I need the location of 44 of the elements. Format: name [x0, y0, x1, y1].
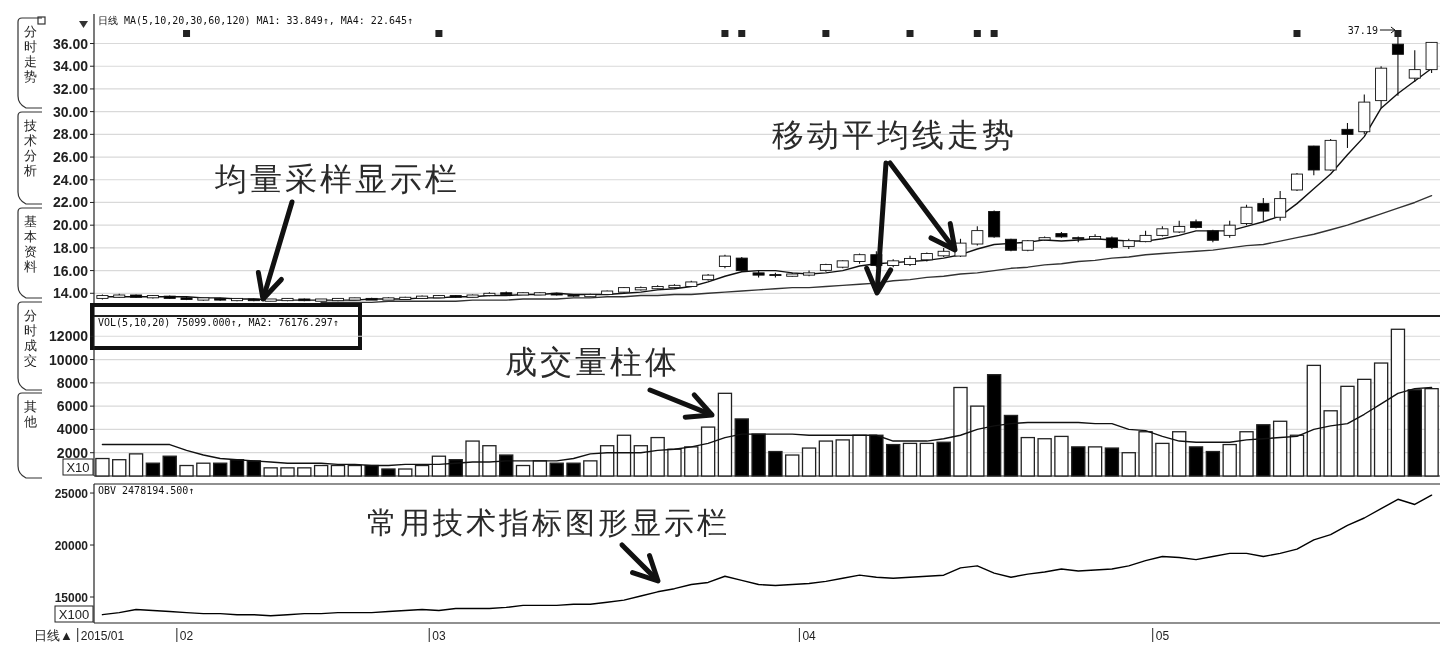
- y-tick-label: 36.00: [52, 35, 89, 52]
- y-tick-label: 20000: [54, 539, 89, 554]
- y-tick-label: 24.00: [52, 171, 89, 188]
- y-tick-label: 14.00: [52, 285, 89, 302]
- x-tick-label: 03: [432, 629, 446, 643]
- y-tick-label: 30.00: [52, 103, 89, 120]
- y-tick-label: 10000: [49, 351, 89, 368]
- annotation: 移动平均线走势: [772, 116, 1017, 154]
- y-tick-label: 18.00: [52, 239, 89, 256]
- y-tick-label: 4000: [56, 421, 89, 438]
- y-axis-title: X10: [66, 460, 90, 475]
- chart-title: 日线 MA(5,10,20,30,60,120) MA1: 33.849↑, MA4: 22.645↑: [98, 15, 414, 26]
- annotation: 分时走势: [23, 24, 37, 84]
- y-tick-label: 34.00: [52, 58, 89, 75]
- y-axis-title: X100: [58, 607, 90, 622]
- y-tick-label: 8000: [56, 374, 89, 391]
- y-tick-label: 25000: [54, 487, 89, 502]
- annotation: 日线▲: [34, 628, 73, 643]
- y-tick-label: 22.00: [52, 194, 89, 211]
- chart-title: VOL(5,10,20) 75099.000↑, MA2: 76176.297↑: [98, 317, 339, 328]
- annotation: 37.19: [1347, 25, 1378, 36]
- x-tick-label: 2015/01: [80, 629, 125, 643]
- annotation: 分时成交: [23, 308, 37, 368]
- x-tick-label: 05: [1155, 629, 1170, 643]
- chart-title: OBV 2478194.500↑: [98, 485, 195, 496]
- annotation: 成交量柱体: [505, 343, 680, 381]
- annotation: 基本资料: [23, 214, 37, 274]
- y-tick-label: 15000: [54, 591, 89, 606]
- y-tick-label: 12000: [49, 328, 89, 345]
- ylabel: X100: [54, 605, 94, 623]
- annotation: 均量采样显示栏: [215, 160, 460, 198]
- y-tick-label: 2000: [56, 444, 89, 461]
- annotation: 其他: [23, 399, 37, 429]
- annotation: 技术分析: [23, 118, 37, 178]
- y-tick-label: 28.00: [52, 126, 89, 143]
- x-tick-label: 02: [179, 629, 194, 643]
- y-tick-label: 16.00: [52, 262, 89, 279]
- x-tick-label: 04: [802, 629, 817, 643]
- annotation: 常用技术指标图形显示栏: [367, 505, 730, 540]
- y-tick-label: 6000: [56, 398, 89, 415]
- y-tick-label: 20.00: [52, 217, 89, 234]
- y-tick-label: 26.00: [52, 149, 89, 166]
- y-tick-label: 32.00: [52, 80, 89, 97]
- ylabel: X10: [62, 458, 94, 476]
